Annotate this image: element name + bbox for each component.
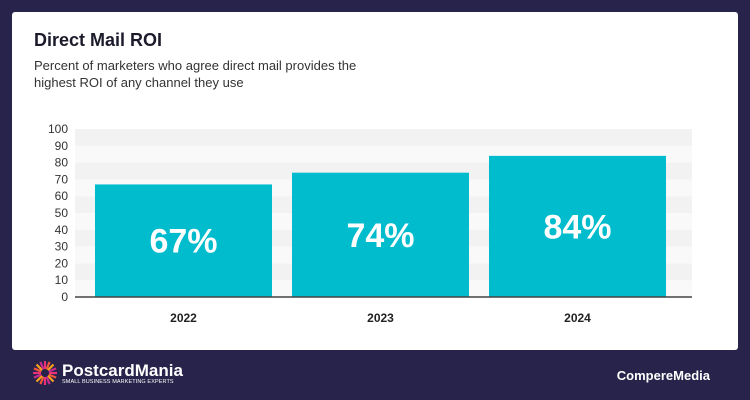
y-tick-label: 50 xyxy=(55,206,69,220)
x-tick-label: 2022 xyxy=(170,311,197,325)
y-tick-label: 0 xyxy=(61,290,68,304)
comperemedia-logo: CompereMedia xyxy=(616,368,710,383)
x-tick-label: 2023 xyxy=(367,311,394,325)
y-tick-label: 60 xyxy=(55,189,69,203)
y-tick-label: 30 xyxy=(55,240,69,254)
sunburst-icon xyxy=(33,361,57,385)
grid-band xyxy=(75,129,692,146)
bar-2023 xyxy=(292,172,469,297)
data-label: 67% xyxy=(149,223,217,261)
y-tick-label: 70 xyxy=(55,172,69,186)
data-label: 84% xyxy=(543,208,611,246)
y-tick-label: 40 xyxy=(55,223,69,237)
y-tick-label: 80 xyxy=(55,156,69,170)
brand-name: PostcardMania xyxy=(62,360,183,380)
y-tick-label: 100 xyxy=(48,122,68,136)
x-tick-label: 2024 xyxy=(564,311,591,325)
y-tick-label: 90 xyxy=(55,139,69,153)
bar-2022 xyxy=(95,184,272,297)
chart-subtitle: Percent of marketers who agree direct ma… xyxy=(34,58,357,90)
postcardmania-logo: PostcardMania SMALL BUSINESS MARKETING E… xyxy=(32,360,183,386)
brand-tagline: SMALL BUSINESS MARKETING EXPERTS xyxy=(62,378,174,385)
bar-2024 xyxy=(489,155,666,297)
y-tick-label: 10 xyxy=(55,273,69,287)
y-tick-label: 20 xyxy=(55,256,69,270)
data-label: 74% xyxy=(346,217,414,255)
chart-title: Direct Mail ROI xyxy=(34,30,163,50)
